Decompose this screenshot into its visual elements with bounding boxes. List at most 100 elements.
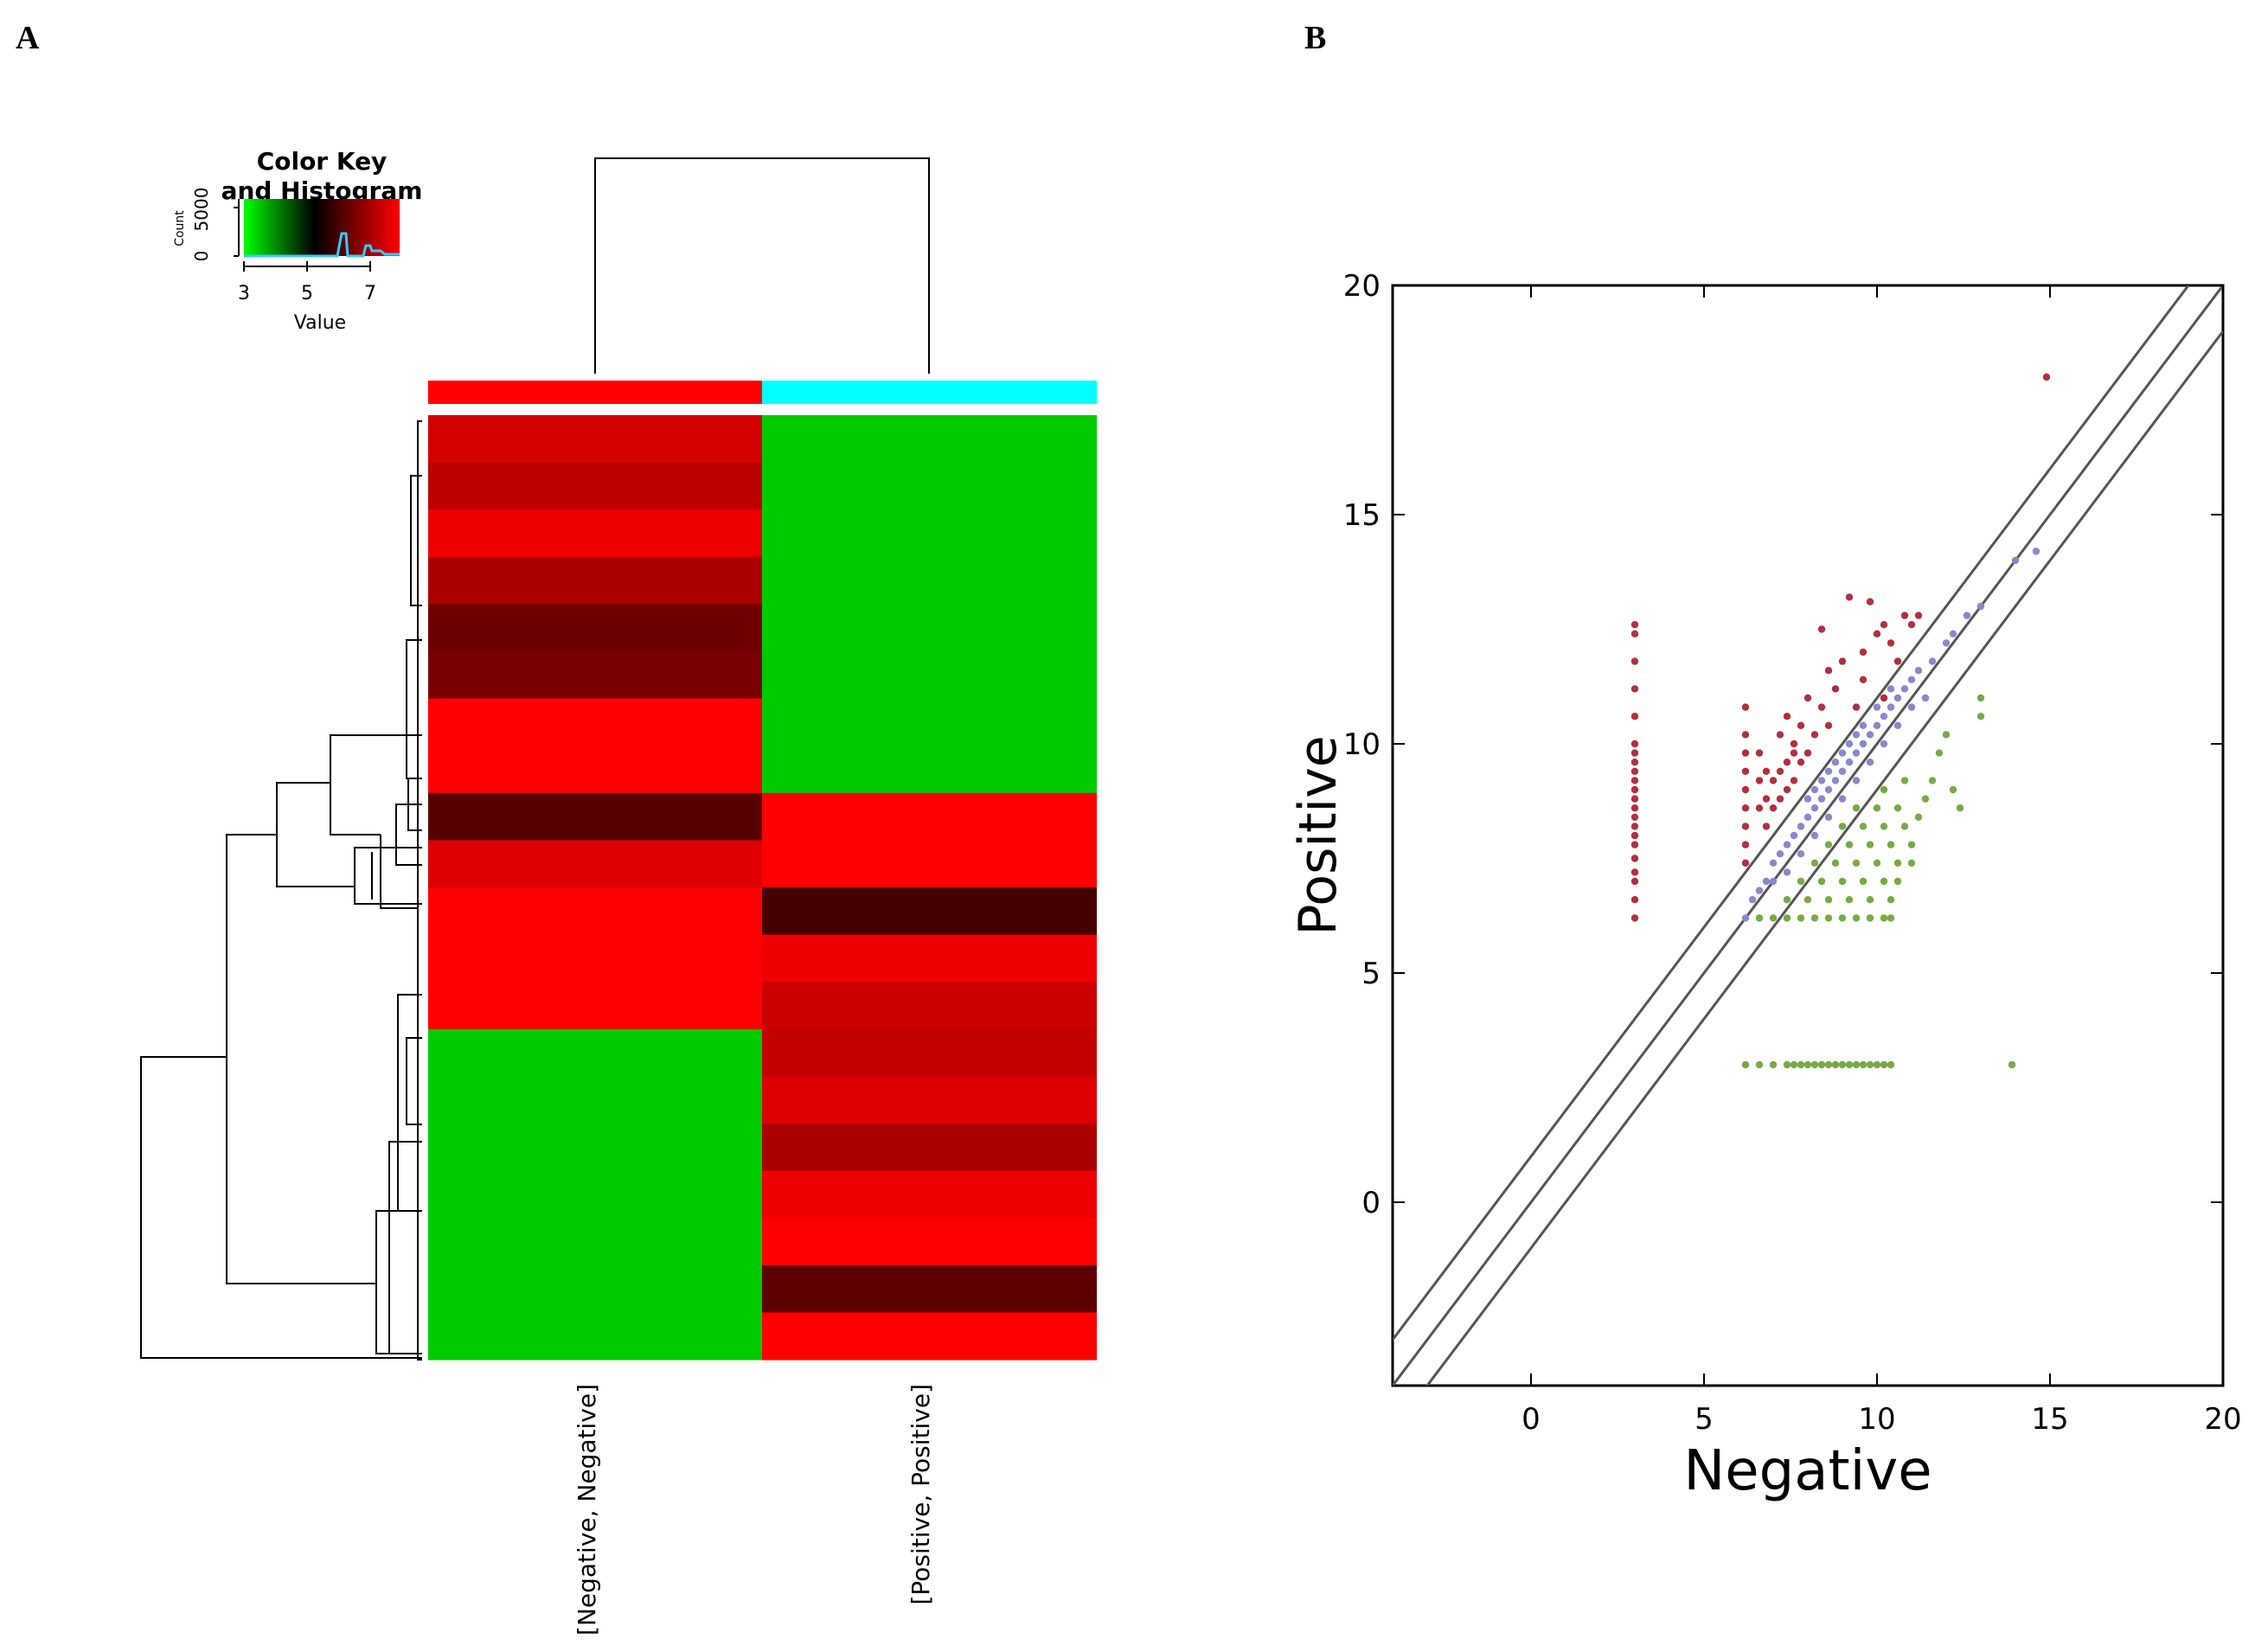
- scatter-point: [1859, 877, 1867, 886]
- scatter-point: [1963, 611, 1971, 619]
- scatter-point: [1942, 639, 1951, 647]
- scatter-ylabel: Positive: [1288, 735, 1349, 935]
- row-dendrogram-branch: [380, 835, 417, 909]
- heatmap-cell: [428, 415, 762, 464]
- heatmap-cell: [762, 556, 1097, 605]
- scatter-point: [1866, 759, 1874, 766]
- scatter-point: [1824, 767, 1833, 775]
- scatter-point: [1762, 823, 1771, 830]
- heatmap-cell: [428, 840, 762, 888]
- heatmap-cell: [428, 698, 762, 746]
- heatmap-cell: [762, 746, 1097, 794]
- scatter-point: [1887, 1060, 1895, 1069]
- scatter-point: [1824, 914, 1833, 922]
- scatter-point: [1873, 721, 1881, 729]
- diagonal-lines: [1393, 285, 2223, 1386]
- scatter-point: [1880, 694, 1888, 702]
- heatmap-cell: [762, 1218, 1097, 1266]
- scatter-point: [1741, 785, 1750, 794]
- scatter-point: [1976, 602, 1985, 611]
- scatter-point: [1859, 676, 1867, 683]
- heatmap-cell: [762, 934, 1097, 983]
- x-tick-label: 10: [1858, 1402, 1895, 1437]
- scatter-point: [1914, 667, 1923, 675]
- scatter-point: [1831, 685, 1840, 693]
- scatter-point: [1783, 841, 1791, 848]
- scatter-point: [1803, 795, 1812, 803]
- scatter-point: [1907, 676, 1916, 683]
- scatter-point: [1755, 804, 1764, 812]
- scatter-point: [1741, 703, 1750, 711]
- scatter-point: [1900, 685, 1909, 693]
- heatmap-cell: [428, 887, 762, 936]
- scatter-point: [1866, 914, 1874, 922]
- scatter-point: [1630, 795, 1639, 803]
- row-dendrogram-branch: [406, 1037, 422, 1125]
- scatter-point: [1873, 859, 1881, 867]
- scatter-point: [1797, 914, 1805, 922]
- color-key-ylabel: Count: [173, 210, 187, 247]
- scatter-point: [1630, 896, 1639, 904]
- heatmap-cell: [762, 1312, 1097, 1361]
- scatter-point: [1630, 813, 1639, 821]
- heatmap-cell: [762, 698, 1097, 746]
- color-key-histogram: [244, 232, 400, 258]
- scatter-point: [1783, 868, 1791, 876]
- scatter-point: [1630, 785, 1639, 794]
- y-tick-label: 0: [1361, 1186, 1381, 1220]
- scatter-point: [1630, 868, 1639, 876]
- row-dendrogram-branch: [395, 804, 422, 866]
- color-key: Color Key and Histogram 0 5000 Count 3 5…: [173, 147, 422, 334]
- scatter-point: [1776, 767, 1784, 775]
- x-tick-label: 0: [1521, 1402, 1541, 1437]
- scatter-point: [1769, 777, 1778, 784]
- scatter-point: [1859, 1060, 1867, 1069]
- heatmap-cell: [762, 792, 1097, 841]
- scatter-point: [1630, 749, 1639, 757]
- diagonal-line: [1425, 330, 2223, 1386]
- scatter-point: [1838, 795, 1847, 803]
- scatter-point: [1928, 777, 1937, 784]
- heatmap-cell: [428, 1265, 762, 1313]
- scatter-point: [1797, 850, 1805, 858]
- scatter-point: [1630, 804, 1639, 812]
- scatter-point: [1783, 759, 1791, 766]
- scatter-point: [1873, 703, 1881, 711]
- column-side-color-negative: [428, 381, 762, 404]
- scatter-point: [1803, 896, 1812, 904]
- scatter-point: [1866, 598, 1874, 605]
- scatter-point: [1741, 823, 1750, 830]
- scatter-point: [1838, 823, 1847, 830]
- scatter-point: [1873, 630, 1881, 637]
- heatmap-cell: [428, 1170, 762, 1219]
- scatter-point: [1852, 1060, 1861, 1069]
- scatter-point: [1831, 1060, 1840, 1069]
- column-label-negative: [Negative, Negative]: [573, 1384, 601, 1636]
- scatter-point: [1790, 749, 1798, 757]
- scatter-point: [1741, 731, 1750, 739]
- row-dendrogram-branch: [226, 834, 376, 1284]
- scatter-point: [1630, 740, 1639, 748]
- scatter-point: [1824, 813, 1833, 821]
- scatter-point: [1893, 694, 1902, 702]
- scatter-point: [1783, 914, 1791, 922]
- scatter-point: [1824, 896, 1833, 904]
- scatter-point: [1880, 1060, 1888, 1069]
- scatter-point: [1893, 657, 1902, 665]
- heatmap-cell: [762, 509, 1097, 558]
- scatter-point: [1776, 731, 1784, 739]
- scatter-point: [1769, 914, 1778, 922]
- scatter-point: [1630, 685, 1639, 693]
- scatter-point: [1810, 831, 1819, 840]
- column-label-positive: [Positive, Positive]: [906, 1384, 935, 1605]
- heatmap-cell: [762, 1265, 1097, 1313]
- scatter-point: [1817, 777, 1826, 784]
- row-dendrogram-branch: [417, 420, 422, 1361]
- scatter-point: [1810, 859, 1819, 867]
- heatmap-cell: [428, 1124, 762, 1172]
- x-tick-label: 20: [2204, 1402, 2241, 1437]
- scatter-point: [1831, 777, 1840, 784]
- y-tick-label: 10: [1343, 727, 1381, 762]
- scatter-point: [1831, 859, 1840, 867]
- x-tick-label: 15: [2031, 1402, 2068, 1437]
